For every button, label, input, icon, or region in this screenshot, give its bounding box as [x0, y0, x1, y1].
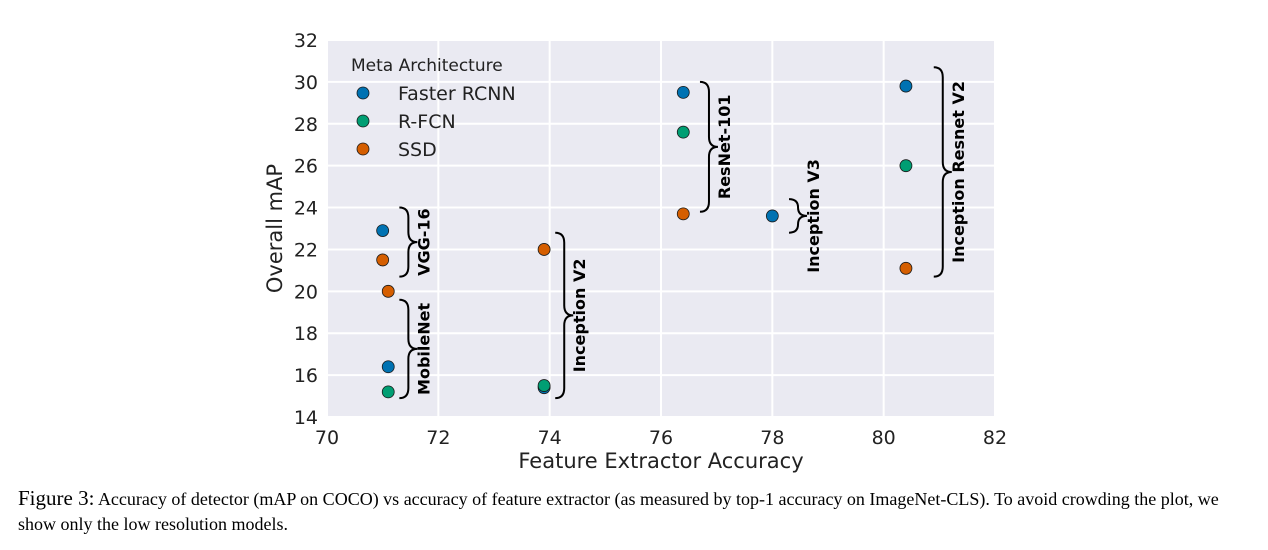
legend-label: Faster RCNN — [398, 83, 516, 105]
data-point — [765, 209, 779, 223]
y-tick-label: 22 — [294, 239, 318, 261]
data-point — [537, 379, 551, 392]
figure-caption: Figure 3: Accuracy of detector (mAP on C… — [18, 486, 1258, 537]
y-tick-label: 30 — [294, 72, 318, 94]
caption-label: Figure 3: — [18, 486, 95, 510]
annotation-label: Inception V2 — [570, 259, 589, 373]
data-point — [676, 85, 690, 99]
y-axis-label: Overall mAP — [263, 164, 287, 293]
annotation-brace — [788, 198, 808, 234]
x-tick-labels: 70 72 74 76 78 80 82 — [315, 427, 1007, 449]
scatter-chart: 70 72 74 76 78 80 82 14 16 18 20 22 24 26 28 30 32 Feat… — [263, 30, 1007, 473]
legend-label: SSD — [398, 139, 437, 161]
y-tick-labels: 14 16 18 20 22 24 26 28 30 32 — [294, 30, 318, 429]
legend: Meta Architecture Faster RCNN R-FCN SSD — [351, 56, 516, 161]
x-tick-label: 78 — [760, 427, 784, 449]
x-tick-label: 74 — [538, 427, 562, 449]
legend-title: Meta Architecture — [351, 56, 503, 76]
annotation-label: MobileNet — [414, 303, 433, 395]
data-point — [899, 159, 913, 173]
grid-lines — [326, 39, 996, 418]
data-point — [676, 125, 690, 139]
data-point — [676, 207, 690, 221]
y-tick-label: 32 — [294, 30, 318, 52]
x-tick-label: 70 — [315, 427, 339, 449]
annotation-group: VGG-16 MobileNet Inception V2 ResNet-101 Inc… — [399, 66, 968, 400]
y-tick-label: 14 — [294, 407, 318, 429]
data-points — [376, 79, 913, 399]
y-tick-label: 28 — [294, 114, 318, 136]
annotation-label: Inception V3 — [804, 159, 823, 273]
legend-label: R-FCN — [398, 111, 456, 133]
caption-text: Accuracy of detector (mAP on COCO) vs ac… — [18, 489, 1219, 534]
y-tick-label: 26 — [294, 156, 318, 178]
data-point — [381, 284, 395, 298]
y-tick-label: 18 — [294, 323, 318, 345]
legend-marker — [356, 86, 370, 100]
data-point — [376, 253, 390, 267]
data-point — [376, 224, 390, 237]
x-tick-label: 72 — [426, 427, 450, 449]
y-tick-label: 24 — [294, 198, 318, 220]
legend-marker — [356, 142, 370, 156]
y-tick-label: 16 — [294, 365, 318, 387]
annotation-label: VGG-16 — [414, 208, 433, 276]
y-tick-label: 20 — [294, 281, 318, 303]
data-point — [899, 79, 913, 93]
annotation-label: Inception Resnet V2 — [949, 81, 968, 263]
x-tick-label: 80 — [872, 427, 896, 449]
data-point — [381, 385, 395, 399]
annotation-brace — [555, 231, 574, 400]
x-tick-label: 82 — [983, 427, 1007, 449]
legend-marker — [356, 114, 370, 128]
x-axis-label: Feature Extractor Accuracy — [518, 449, 803, 473]
annotation-label: ResNet-101 — [715, 95, 734, 200]
data-point — [899, 261, 913, 275]
data-point — [537, 243, 551, 256]
x-tick-label: 76 — [649, 427, 673, 449]
data-point — [381, 360, 395, 374]
